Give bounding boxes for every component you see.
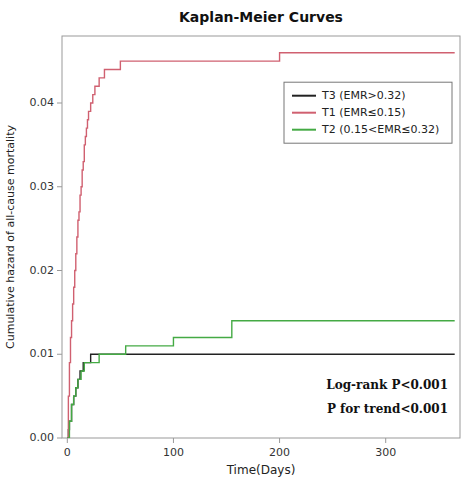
annotation: P for trend<0.001 [327,402,448,416]
legend-box [284,82,452,143]
y-axis-label: Cumulative hazard of all-cause mortality [4,125,17,349]
y-tick [57,438,62,439]
x-tick-label: 300 [375,446,396,459]
legend-label: T2 (0.15<EMR≤0.32) [321,123,439,136]
plot-frame [62,36,460,438]
legend-swatch [292,129,316,131]
series-line [67,53,454,438]
chart: 0.00 0.01 0.02 0.03 0.04 0 100 200 300 Kaplan-Mei… [0,0,474,484]
legend-swatch [292,95,316,97]
y-tick-label: 0.04 [30,96,55,109]
y-tick [57,186,62,187]
y-tick [57,103,62,104]
plot-area [67,53,454,438]
legend-swatch [292,112,316,114]
series-line [67,321,454,438]
x-tick [279,438,280,443]
legend-label: T3 (EMR>0.32) [321,89,406,102]
annotation: Log-rank P<0.001 [326,378,448,392]
y-tick [57,354,62,355]
y-tick-label: 0.03 [30,180,55,193]
series-line [67,354,454,438]
y-tick-label: 0.00 [30,431,55,444]
x-tick-label: 100 [163,446,184,459]
title: Kaplan-Meier Curves [179,9,343,25]
x-axis-label: Time(Days) [226,463,296,477]
legend: T3 (EMR>0.32) T1 (EMR≤0.15) T2 (0.15<EMR≤0… [284,82,452,143]
y-tick-label: 0.02 [30,264,55,277]
legend-label: T1 (EMR≤0.15) [321,106,406,119]
x-tick-label: 0 [64,446,71,459]
y-tick-label: 0.01 [30,347,55,360]
x-tick [67,438,68,443]
x-tick [385,438,386,443]
x-tick-label: 200 [269,446,290,459]
y-tick [57,270,62,271]
x-tick [173,438,174,443]
